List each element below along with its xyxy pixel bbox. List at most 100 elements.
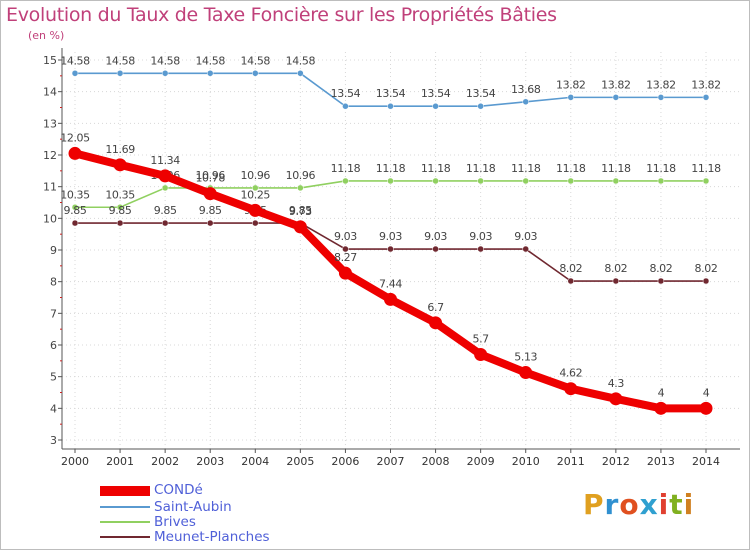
y-tick-label: 4	[50, 402, 57, 415]
data-point-saint-aubin	[477, 102, 484, 110]
data-label-saint-aubin: 14.58	[105, 54, 135, 67]
data-point-saint-aubin	[387, 102, 394, 110]
data-label-meunet-planches: 9.85	[109, 204, 132, 217]
data-label-brives: 11.18	[601, 162, 631, 175]
data-label-saint-aubin: 13.54	[331, 87, 361, 100]
data-label-meunet-planches: 8.02	[559, 262, 582, 275]
data-label-saint-aubin: 13.82	[556, 78, 586, 91]
x-tick-label: 2012	[602, 455, 630, 468]
data-label-meunet-planches: 8.02	[695, 262, 718, 275]
data-point-cond-	[699, 401, 713, 415]
data-label-brives: 11.18	[511, 162, 541, 175]
data-label-cond-: 11.34	[150, 154, 180, 167]
data-label-saint-aubin: 13.82	[646, 78, 676, 91]
legend-swatch-conde	[100, 486, 150, 496]
data-point-cond-	[203, 187, 217, 201]
data-point-saint-aubin	[297, 70, 304, 77]
x-tick-label: 2014	[692, 455, 720, 468]
data-label-brives: 10.35	[105, 188, 135, 201]
data-point-saint-aubin	[206, 70, 214, 77]
data-point-cond-	[654, 401, 668, 415]
data-point-saint-aubin	[612, 94, 620, 101]
data-label-meunet-planches: 9.03	[379, 230, 402, 243]
data-point-cond-	[474, 348, 488, 361]
x-tick-label: 2005	[286, 455, 314, 468]
data-label-cond-: 12.05	[60, 131, 90, 144]
data-point-brives	[657, 177, 665, 185]
data-point-cond-	[68, 146, 82, 160]
data-label-saint-aubin: 13.54	[466, 87, 496, 100]
data-point-meunet-planches	[252, 219, 259, 227]
data-label-meunet-planches: 9.03	[469, 230, 492, 243]
data-label-meunet-planches: 9.85	[289, 204, 312, 217]
y-tick-label: 14	[43, 86, 57, 99]
data-point-saint-aubin	[522, 98, 529, 106]
data-label-brives: 11.18	[421, 162, 451, 175]
data-point-saint-aubin	[116, 70, 124, 77]
x-tick-label: 2010	[512, 455, 540, 468]
data-point-cond-	[338, 266, 352, 280]
x-tick-label: 2000	[61, 455, 89, 468]
y-tick-label: 12	[43, 149, 57, 162]
x-tick-label: 2009	[467, 455, 495, 468]
x-tick-label: 2007	[377, 455, 405, 468]
data-label-cond-: 10.78	[195, 172, 225, 185]
y-tick-label: 5	[50, 371, 57, 384]
data-point-cond-	[158, 169, 172, 183]
data-point-meunet-planches	[342, 245, 349, 253]
data-point-meunet-planches	[522, 245, 529, 253]
data-label-brives: 11.18	[466, 162, 496, 175]
data-label-saint-aubin: 14.58	[286, 54, 316, 67]
data-point-meunet-planches	[477, 245, 484, 253]
x-tick-label: 2003	[196, 455, 224, 468]
data-point-brives	[71, 204, 79, 211]
data-label-cond-: 7.44	[379, 277, 402, 290]
data-label-meunet-planches: 9.03	[514, 230, 537, 243]
data-label-cond-: 4	[703, 386, 710, 399]
data-label-saint-aubin: 14.58	[241, 54, 271, 67]
legend-swatch-meunet-planches	[100, 536, 150, 538]
data-point-saint-aubin	[161, 70, 169, 77]
data-point-meunet-planches	[161, 219, 169, 227]
data-point-brives	[567, 177, 575, 185]
data-point-brives	[161, 184, 169, 192]
legend-label-conde: CONDé	[154, 482, 203, 498]
legend-label-saint-aubin: Saint-Aubin	[154, 499, 232, 515]
data-point-cond-	[564, 382, 578, 396]
data-point-brives	[297, 184, 304, 192]
data-label-saint-aubin: 13.68	[511, 83, 541, 96]
data-label-cond-: 5.7	[472, 333, 489, 346]
data-label-cond-: 8.27	[334, 251, 357, 264]
data-point-brives	[387, 177, 394, 185]
data-point-meunet-planches	[206, 219, 214, 227]
data-point-brives	[252, 184, 259, 192]
data-label-cond-: 11.69	[105, 143, 135, 156]
data-label-brives: 10.96	[195, 169, 225, 182]
data-label-cond-: 4.3	[608, 377, 625, 390]
data-label-meunet-planches: 9.85	[199, 204, 222, 217]
legend-swatch-saint-aubin	[100, 506, 150, 508]
data-point-meunet-planches	[71, 219, 79, 227]
data-label-saint-aubin: 14.58	[60, 54, 90, 67]
data-label-brives: 11.18	[556, 162, 586, 175]
data-label-brives: 10.96	[241, 169, 271, 182]
x-tick-label: 2004	[241, 455, 269, 468]
x-tick-label: 2011	[557, 455, 585, 468]
data-label-cond-: 9.73	[289, 205, 312, 218]
data-point-cond-	[519, 366, 533, 380]
data-point-saint-aubin	[702, 94, 710, 101]
data-point-saint-aubin	[71, 70, 79, 77]
y-tick-label: 9	[50, 244, 57, 257]
data-label-brives: 11.18	[646, 162, 676, 175]
data-point-meunet-planches	[567, 277, 575, 285]
y-tick-label: 11	[43, 181, 57, 194]
x-tick-label: 2013	[647, 455, 675, 468]
data-point-meunet-planches	[432, 245, 439, 253]
data-point-brives	[612, 177, 620, 185]
y-tick-label: 15	[43, 54, 57, 67]
y-tick-label: 8	[50, 276, 57, 289]
data-point-brives	[432, 177, 439, 185]
chart-title: Evolution du Taux de Taxe Foncière sur l…	[6, 4, 557, 26]
data-label-brives: 11.18	[376, 162, 406, 175]
y-tick-label: 13	[43, 117, 57, 130]
